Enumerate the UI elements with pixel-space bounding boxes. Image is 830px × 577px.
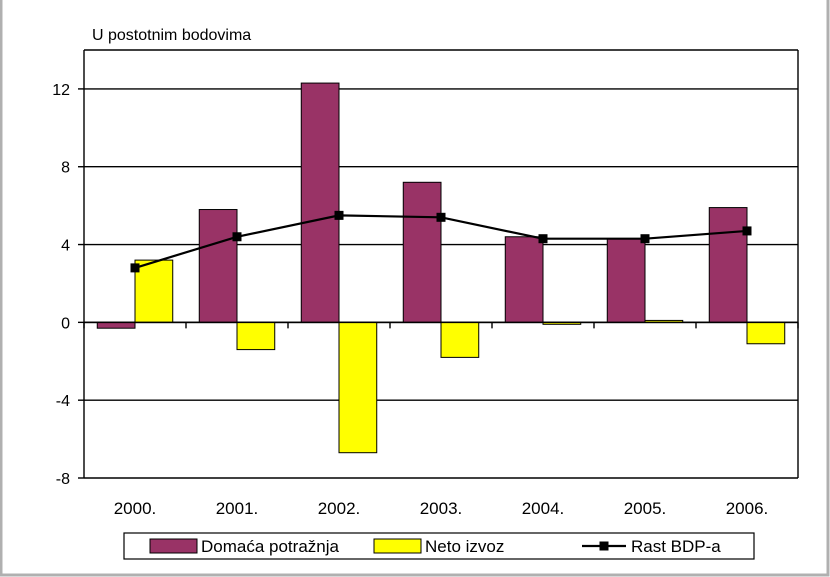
x-tick-label: 2005. [624,499,667,518]
y-tick-label: 4 [61,238,70,255]
legend-label: Domaća potražnja [201,537,340,556]
x-tick-label: 2004. [522,499,565,518]
line-marker [640,234,650,244]
bar [236,321,276,351]
line-marker [130,263,140,273]
x-tick-label: 2000. [114,499,157,518]
y-tick-label: -4 [56,393,70,410]
legend-swatch [373,538,422,554]
bar [606,238,646,323]
legend-marker [599,541,609,551]
x-tick-label: 2001. [216,499,259,518]
bar [746,321,786,345]
x-tick-label: 2003. [420,499,463,518]
bar [402,181,442,323]
bar [198,209,238,323]
bar [300,82,340,323]
plot-area: -8 -4 0 4 8 12 2000. 2001. 2002. 2003. 2004. 2005. 2… [52,49,799,518]
bar [440,321,480,358]
line-marker [334,210,344,220]
legend: Domaća potražnja Neto izvoz Rast BDP-a [123,532,755,560]
line-marker [436,212,446,222]
y-tick-label: 8 [61,160,70,177]
x-tick-label: 2002. [318,499,361,518]
legend-label: Rast BDP-a [631,537,721,556]
y-axis-title: U postotnim bodovima [92,27,251,44]
line-marker [742,226,752,236]
legend-label: Neto izvoz [425,537,504,556]
legend-swatch [149,538,198,554]
bar [96,321,136,329]
x-tick-label: 2006. [726,499,769,518]
y-tick-label: 12 [52,82,70,99]
bar [134,259,174,323]
line-marker [232,232,242,242]
line-marker [538,234,548,244]
legend-box [123,532,755,560]
y-tick-label: -8 [56,471,70,488]
bar [504,236,544,323]
bar [338,321,378,454]
y-tick-label: 0 [61,315,70,332]
bar [708,207,748,323]
